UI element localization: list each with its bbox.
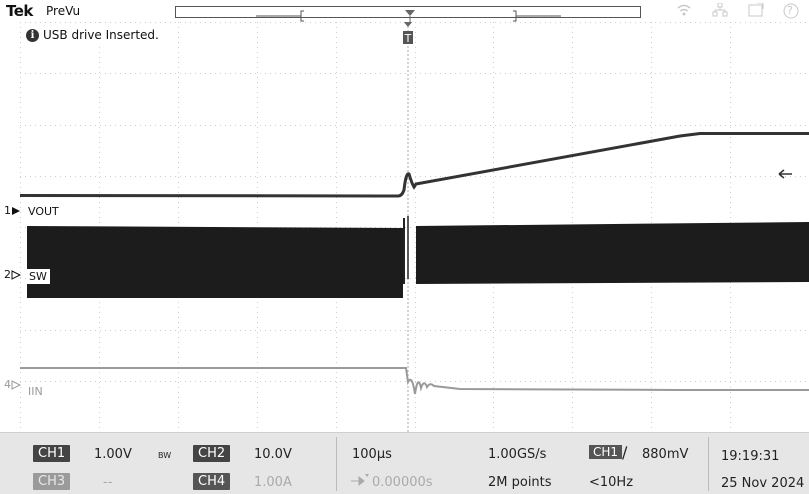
info-icon: i: [26, 28, 39, 42]
clock-date: 25 Nov 2024: [721, 476, 805, 491]
ch1-vout-trace: [20, 132, 809, 198]
divider: [336, 437, 337, 491]
sw-label: SW: [26, 269, 50, 284]
sample-rate[interactable]: 1.00GS/s: [488, 447, 547, 462]
ch1-marker-arrow-icon: [12, 206, 20, 215]
ch4-button[interactable]: CH4: [193, 473, 231, 490]
vout-label: VOUT: [26, 205, 61, 218]
brand-logo: Tek: [6, 2, 33, 20]
trigger-t-glyph: T: [404, 32, 412, 45]
iin-label: IIN: [26, 385, 45, 398]
trigger-position-marker[interactable]: T: [403, 22, 413, 45]
record-length[interactable]: 2M points: [488, 475, 552, 490]
network-icon[interactable]: [712, 2, 728, 21]
ch4-marker-number: 4: [4, 378, 11, 391]
trigger-level[interactable]: 880mV: [642, 447, 689, 462]
ch2-level-marker[interactable]: 2: [4, 268, 21, 281]
notification-text: USB drive Inserted.: [43, 28, 159, 42]
record-view-bar[interactable]: [175, 6, 641, 22]
ch2-marker-number: 2: [4, 268, 11, 281]
wifi-icon[interactable]: [676, 3, 692, 21]
settings-bar: CH1 1.00V BW CH2 10.0V CH3 -- CH4 1.00A …: [0, 432, 809, 494]
ch4-scale[interactable]: 1.00A: [254, 475, 292, 490]
ch1-button[interactable]: CH1: [33, 445, 71, 462]
help-glyph: ?: [787, 4, 793, 17]
trigger-frequency: <10Hz: [589, 475, 634, 490]
ch2-button[interactable]: CH2: [193, 445, 231, 462]
graticule-svg: T: [20, 22, 809, 432]
waveform-graticule[interactable]: T: [20, 22, 809, 432]
ch3-scale[interactable]: --: [103, 475, 113, 490]
acquisition-mode: PreVu: [46, 4, 81, 18]
ch4-marker-arrow-icon: [11, 379, 21, 390]
horizontal-position-arrow-icon: [350, 473, 370, 491]
timebase-scale[interactable]: 100µs: [352, 447, 392, 462]
ch1-scale[interactable]: 1.00V: [94, 447, 132, 462]
record-view-window: [256, 10, 561, 22]
ch2-scale[interactable]: 10.0V: [254, 447, 292, 462]
ch2-sw-trace-after: [416, 222, 809, 284]
usb-notification[interactable]: i USB drive Inserted.: [26, 27, 163, 43]
ch4-iin-trace: [20, 367, 809, 395]
ch1-bandwidth-limit-icon: BW: [158, 451, 172, 460]
screenshot-icon[interactable]: [748, 2, 764, 21]
trigger-source[interactable]: CH1: [589, 445, 623, 459]
top-bar: Tek PreVu ?: [0, 0, 809, 22]
help-icon[interactable]: ?: [783, 3, 799, 23]
offset-arrow-icon: [778, 169, 792, 179]
clock-time: 19:19:31: [721, 449, 780, 464]
rising-edge-icon: ∕: [622, 443, 628, 462]
ch2-marker-arrow-icon: [11, 269, 21, 280]
ch1-marker-number: 1: [4, 204, 11, 217]
ch2-sw-trace: [27, 226, 403, 298]
ch4-level-marker[interactable]: 4: [4, 378, 21, 391]
divider-2: [708, 437, 709, 491]
ch3-button[interactable]: CH3: [33, 473, 71, 490]
horizontal-position[interactable]: 0.00000s: [372, 475, 433, 490]
ch1-level-marker[interactable]: 1: [4, 204, 21, 217]
